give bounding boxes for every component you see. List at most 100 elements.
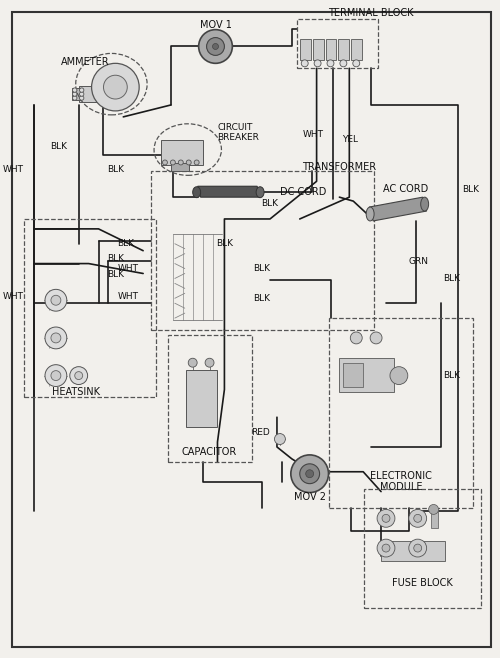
Bar [430,511,438,528]
Text: TERMINAL BLOCK: TERMINAL BLOCK [328,8,414,18]
Bar [326,39,336,61]
Circle shape [327,60,334,67]
Text: TRANSFORMER: TRANSFORMER [302,163,376,172]
Circle shape [205,358,214,367]
Text: BLK: BLK [50,142,68,151]
Text: GRN: GRN [408,257,428,266]
Circle shape [370,332,382,344]
Bar [300,39,310,61]
Circle shape [340,60,347,67]
Circle shape [188,358,197,367]
Bar [330,318,473,509]
Text: MOV 2: MOV 2 [294,492,326,501]
Bar [24,219,156,397]
Circle shape [306,470,314,478]
Bar [151,171,374,330]
Bar [364,489,481,607]
Circle shape [80,92,84,96]
Text: BLK: BLK [216,240,233,248]
Circle shape [206,38,224,55]
Text: WHT: WHT [118,264,139,273]
Text: WHT: WHT [118,291,139,301]
Text: MOV 1: MOV 1 [200,20,232,30]
Ellipse shape [420,197,428,211]
Text: HEATSINK: HEATSINK [52,388,100,397]
Circle shape [45,327,67,349]
Text: BLK: BLK [107,165,124,174]
Text: BLK: BLK [444,274,460,283]
Circle shape [274,434,285,445]
Ellipse shape [192,187,200,197]
Bar [312,39,324,61]
Circle shape [72,88,77,92]
Circle shape [92,63,139,111]
Text: WHT: WHT [302,130,324,139]
Circle shape [198,30,232,63]
Text: BLK: BLK [107,254,124,263]
Circle shape [377,539,395,557]
Circle shape [70,367,87,384]
Bar [338,39,349,61]
Circle shape [72,96,77,100]
Bar [297,18,378,68]
Bar [161,139,202,165]
Text: YEL: YEL [342,135,358,144]
Circle shape [170,160,175,165]
Text: CAPACITOR: CAPACITOR [182,447,237,457]
Polygon shape [198,186,260,197]
Circle shape [51,295,61,305]
Circle shape [428,505,438,515]
Bar [186,370,218,427]
Text: WHT: WHT [3,291,24,301]
Ellipse shape [366,207,374,221]
Circle shape [178,160,184,165]
Text: RED: RED [252,428,270,437]
Circle shape [186,160,191,165]
Circle shape [291,455,329,493]
Text: BLK: BLK [262,199,278,208]
Text: BLK: BLK [444,371,460,380]
Text: AC CORD: AC CORD [383,184,428,194]
Text: BLK: BLK [107,270,124,279]
Circle shape [390,367,408,384]
Circle shape [194,160,199,165]
Circle shape [162,160,168,165]
Circle shape [45,365,67,386]
Text: BLK: BLK [462,185,479,193]
Circle shape [314,60,321,67]
Text: BLK: BLK [253,264,270,273]
Circle shape [74,372,82,380]
Circle shape [212,43,218,49]
Bar [78,86,100,102]
Text: FUSE BLOCK: FUSE BLOCK [392,578,453,588]
Bar [168,335,252,462]
Circle shape [382,515,390,522]
Circle shape [350,332,362,344]
Circle shape [414,544,422,552]
Bar [100,95,112,105]
Circle shape [409,509,426,527]
Bar [381,541,446,561]
Text: DC CORD: DC CORD [280,187,326,197]
Text: BLK: BLK [253,293,270,303]
Circle shape [301,60,308,67]
Text: ELECTRONIC
MODULE: ELECTRONIC MODULE [370,471,432,492]
Circle shape [51,333,61,343]
Circle shape [377,509,395,527]
Circle shape [80,88,84,92]
Circle shape [353,60,360,67]
Circle shape [104,75,128,99]
Text: BLK: BLK [117,240,134,248]
Polygon shape [369,197,426,221]
Text: AMMETER: AMMETER [62,57,110,67]
Circle shape [45,290,67,311]
Circle shape [51,370,61,380]
Bar [344,363,363,388]
Circle shape [72,92,77,96]
Circle shape [80,96,84,100]
Bar [340,358,394,392]
Circle shape [409,539,426,557]
Text: WHT: WHT [3,165,24,174]
Circle shape [414,515,422,522]
Bar [171,163,188,171]
